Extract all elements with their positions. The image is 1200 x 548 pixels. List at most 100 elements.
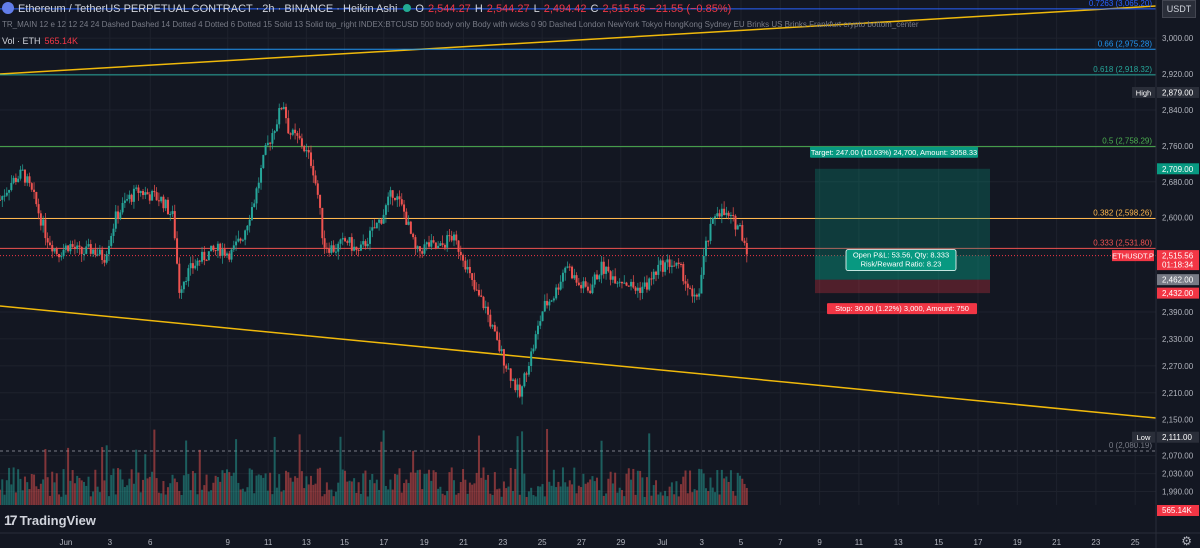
volume-bar <box>353 478 356 505</box>
candle <box>216 241 219 258</box>
candle <box>21 164 24 171</box>
candle <box>346 239 349 246</box>
volume-bar <box>300 471 303 505</box>
candle <box>78 241 81 255</box>
candle-body <box>248 219 251 226</box>
fib-level-label: 0.618 (2,918.32) <box>1093 65 1152 74</box>
volume-bar <box>282 490 285 505</box>
candle <box>428 235 431 249</box>
candle-body <box>432 240 435 243</box>
price-tick-label: 2,150.00 <box>1162 416 1194 425</box>
candle <box>462 253 465 268</box>
candle <box>58 253 61 263</box>
candle <box>228 250 231 263</box>
candle-body <box>682 264 685 282</box>
volume-bar <box>707 491 710 505</box>
indicator-legend[interactable]: TR_MAIN 12 e 12 12 24 24 Dashed Dashed 1… <box>2 20 919 29</box>
currency-selector[interactable]: USDT <box>1162 0 1196 18</box>
volume-bar <box>709 477 712 505</box>
volume-bar <box>275 487 278 505</box>
candle-body <box>334 251 337 253</box>
candle-body <box>135 187 138 189</box>
time-tick-label: 21 <box>459 538 468 547</box>
candle <box>30 182 33 192</box>
candle-body <box>743 240 746 244</box>
candle-body <box>664 262 667 272</box>
candle-body <box>505 365 508 369</box>
candle <box>521 385 524 405</box>
candle <box>241 238 244 242</box>
candle <box>634 285 637 295</box>
time-tick-label: 17 <box>379 538 388 547</box>
candle <box>85 240 88 255</box>
candle-body <box>117 211 120 219</box>
candle <box>237 230 240 243</box>
candle-body <box>739 224 742 226</box>
price-axis-marker-label: 2,879.00 <box>1162 88 1194 97</box>
volume-bar <box>157 492 160 505</box>
candle-body <box>10 182 13 191</box>
volume-bar <box>185 440 188 505</box>
candle-body <box>532 348 535 352</box>
volume-bar <box>82 481 85 505</box>
volume-bar <box>357 482 360 505</box>
candle-body <box>650 278 653 280</box>
volume-legend[interactable]: Vol · ETH 565.14K <box>2 36 78 46</box>
candle <box>525 371 528 382</box>
volume-bar <box>679 484 682 505</box>
volume-bar <box>387 489 390 505</box>
candle <box>178 257 181 299</box>
candle <box>144 186 147 199</box>
candle-body <box>709 223 712 241</box>
volume-bar <box>69 480 72 505</box>
volume-bar <box>241 488 244 505</box>
volume-bar <box>525 496 528 505</box>
volume-bar <box>80 480 83 505</box>
candle <box>375 222 378 229</box>
symbol-title[interactable]: Ethereum / TetherUS PERPETUAL CONTRACT ·… <box>18 3 398 15</box>
candle-body <box>169 213 172 215</box>
candle-body <box>530 351 533 366</box>
volume-bar <box>298 434 301 505</box>
candle-body <box>550 300 553 302</box>
candle <box>257 177 260 193</box>
candle <box>319 194 322 215</box>
candle <box>48 235 51 247</box>
volume-bar <box>269 472 272 505</box>
candle <box>39 210 42 231</box>
candle-body <box>53 248 56 252</box>
candle-body <box>221 249 224 256</box>
volume-bar <box>46 477 49 505</box>
volume-bar <box>507 486 510 505</box>
candle-body <box>691 288 694 297</box>
volume-bar <box>307 484 310 505</box>
candle <box>33 182 36 199</box>
candle-body <box>387 196 390 206</box>
volume-bar <box>378 489 381 505</box>
volume-bar <box>466 493 469 505</box>
time-tick-label: 17 <box>974 538 983 547</box>
tradingview-logo: 17 TradingView <box>4 512 96 528</box>
candle-body <box>645 282 648 290</box>
candle <box>142 189 145 200</box>
candle-body <box>482 296 485 309</box>
candle-body <box>734 215 737 230</box>
price-axis-marker-label: 2,111.00 <box>1162 433 1193 442</box>
candle <box>550 299 553 303</box>
price-tick-label: 2,600.00 <box>1162 214 1194 223</box>
volume-bar <box>28 489 31 505</box>
candle-body <box>491 325 494 327</box>
volume-bar <box>323 494 326 505</box>
volume-label: Vol · ETH <box>2 36 41 46</box>
pnl-box <box>845 249 957 272</box>
volume-bar <box>416 470 419 505</box>
candle-body <box>60 256 63 258</box>
candle <box>312 159 315 183</box>
gear-icon[interactable]: ⚙ <box>1181 534 1192 548</box>
volume-bar <box>121 479 124 505</box>
volume-bar <box>475 472 478 505</box>
candle <box>443 243 446 251</box>
candle-body <box>666 259 669 263</box>
volume-bar <box>1 479 4 505</box>
